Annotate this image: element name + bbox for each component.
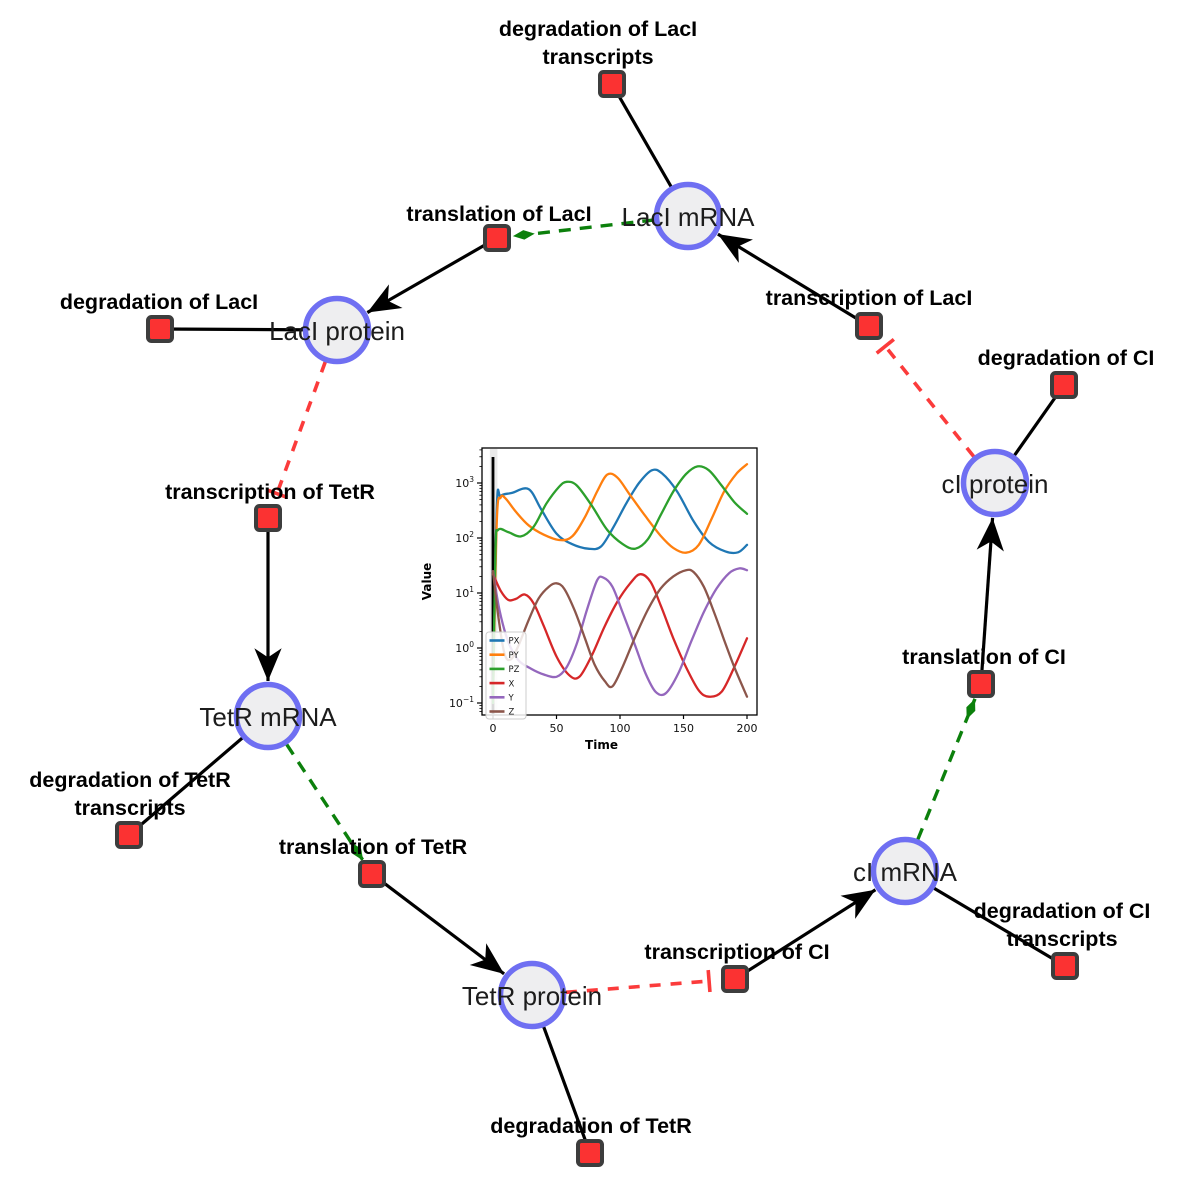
- plot-series-Y: [491, 567, 749, 697]
- edge-inhibition-ci_protein-tc_laci-tbar: [875, 337, 895, 355]
- edge-activation-laci_mrna-tl_laci: [512, 218, 655, 240]
- reaction-label-tc_tetr: transcription of TetR: [165, 480, 375, 504]
- edge-activation-ci_mrna-tl_ci: [916, 698, 977, 841]
- species-node-tetr_mrna[interactable]: [233, 681, 303, 751]
- reaction-node-tl_laci[interactable]: [483, 224, 511, 252]
- time-series-plot: 0 50 100 150 20010−1100101102103TimeValuePXP…: [420, 447, 758, 752]
- plot-xlabel: Time: [585, 738, 618, 752]
- reaction-label-tl_laci: translation of LacI: [406, 202, 591, 226]
- species-node-ci_mrna[interactable]: [870, 836, 940, 906]
- species-node-laci_mrna[interactable]: [653, 181, 723, 251]
- edge-arrow-tc_ci-ci_mrna: [734, 888, 877, 981]
- species-label-tetr_protein: TetR protein: [462, 981, 602, 1011]
- reaction-node-deg_ci[interactable]: [1050, 371, 1078, 399]
- edge-inhibition-laci_protein-tc_tetr-tbar: [266, 488, 288, 500]
- plot-x-tick-label: 150: [673, 722, 694, 735]
- reaction-label-deg_laci_tx: degradation of LacI transcripts: [499, 17, 697, 69]
- plot-x-tick-label: 100: [610, 722, 631, 735]
- reaction-node-tc_ci[interactable]: [721, 965, 749, 993]
- legend-label-Z: Z: [509, 708, 515, 718]
- reaction-node-tl_ci[interactable]: [967, 670, 995, 698]
- plot-y-tick-label: 100: [455, 640, 474, 655]
- reaction-node-tl_tetr[interactable]: [358, 860, 386, 888]
- plot-y-tick-label: 103: [455, 475, 474, 490]
- labels-layer: degradation of LacI transcripts translatio…: [29, 17, 1154, 1138]
- reaction-label-deg_tetr: degradation of TetR: [490, 1114, 692, 1138]
- plot-legend: PX PY PZ XYZ: [485, 631, 527, 720]
- reaction-label-tl_tetr: translation of TetR: [279, 835, 468, 859]
- reaction-node-deg_tetr[interactable]: [576, 1139, 604, 1167]
- plot-series-Z: [491, 568, 749, 698]
- plot-curves: [491, 463, 749, 705]
- edges-layer: [127, 83, 1066, 1154]
- reaction-node-deg_ci_tx[interactable]: [1051, 952, 1079, 980]
- reaction-label-deg_ci_tx: degradation of CI transcripts: [974, 899, 1151, 951]
- reaction-label-tc_ci: transcription of CI: [644, 940, 829, 964]
- plot-x-tick-label: 0: [490, 722, 497, 735]
- reaction-label-deg_ci: degradation of CI: [978, 346, 1155, 370]
- species-label-tetr_mrna: TetR mRNA: [199, 702, 337, 732]
- edge-arrow-tl_ci-ci_protein: [976, 517, 1004, 685]
- species-label-laci_mrna: LacI mRNA: [622, 202, 756, 232]
- edge-arrow-tl_tetr-tetr_protein: [371, 872, 506, 976]
- edge-inhibition-laci_protein-tc_tetr: [275, 361, 327, 495]
- legend-label-PZ: PZ: [509, 665, 520, 675]
- reaction-node-deg_laci_tx[interactable]: [598, 70, 626, 98]
- species-label-laci_protein: LacI protein: [269, 316, 405, 346]
- edge-inhibition-tetr_protein-tc_ci-tbar: [706, 969, 712, 993]
- species-node-ci_protein[interactable]: [960, 448, 1030, 518]
- plot-ylabel: Value: [420, 563, 434, 601]
- plot-y-tick-label: 102: [455, 530, 474, 545]
- plot-x-tick-label: 200: [737, 722, 758, 735]
- reaction-node-deg_tetr_tx[interactable]: [115, 821, 143, 849]
- plot-legend-box: [485, 631, 527, 720]
- plot-series-PY: [491, 463, 749, 705]
- reaction-label-deg_laci: degradation of LacI: [60, 290, 258, 314]
- reaction-node-deg_laci[interactable]: [146, 315, 174, 343]
- plot-y-tick-label: 101: [455, 585, 474, 600]
- legend-label-PY: PY: [509, 651, 520, 661]
- edge-arrow-tl_laci-laci_protein: [366, 236, 498, 314]
- plot-series-PZ: [491, 465, 749, 705]
- plot-x-tick-label: 50: [550, 722, 564, 735]
- edge-inhibition-ci_protein-tc_laci: [883, 345, 976, 458]
- reaction-label-tc_laci: transcription of LacI: [766, 286, 973, 310]
- legend-label-PX: PX: [509, 637, 520, 647]
- species-label-ci_mrna: cI mRNA: [853, 857, 958, 887]
- species-node-laci_protein[interactable]: [302, 295, 372, 365]
- nodes-layer: [115, 70, 1079, 1167]
- legend-label-Y: Y: [508, 694, 515, 704]
- edge-inhibition-tetr_protein-tc_ci: [565, 979, 710, 995]
- species-label-ci_protein: cI protein: [942, 469, 1049, 499]
- reaction-node-tc_laci[interactable]: [855, 312, 883, 340]
- reaction-node-tc_tetr[interactable]: [254, 504, 282, 532]
- edge-arrow-tc_laci-laci_mrna: [717, 232, 870, 328]
- legend-label-X: X: [509, 679, 515, 689]
- species-node-tetr_protein[interactable]: [497, 960, 567, 1030]
- reaction-label-tl_ci: translation of CI: [902, 645, 1066, 669]
- plot-y-tick-label: 10−1: [449, 695, 474, 710]
- reaction-label-deg_tetr_tx: degradation of TetR transcripts: [29, 768, 231, 820]
- edge-activation-tetr_mrna-tl_tetr: [285, 743, 365, 862]
- plot-series-X: [491, 573, 749, 698]
